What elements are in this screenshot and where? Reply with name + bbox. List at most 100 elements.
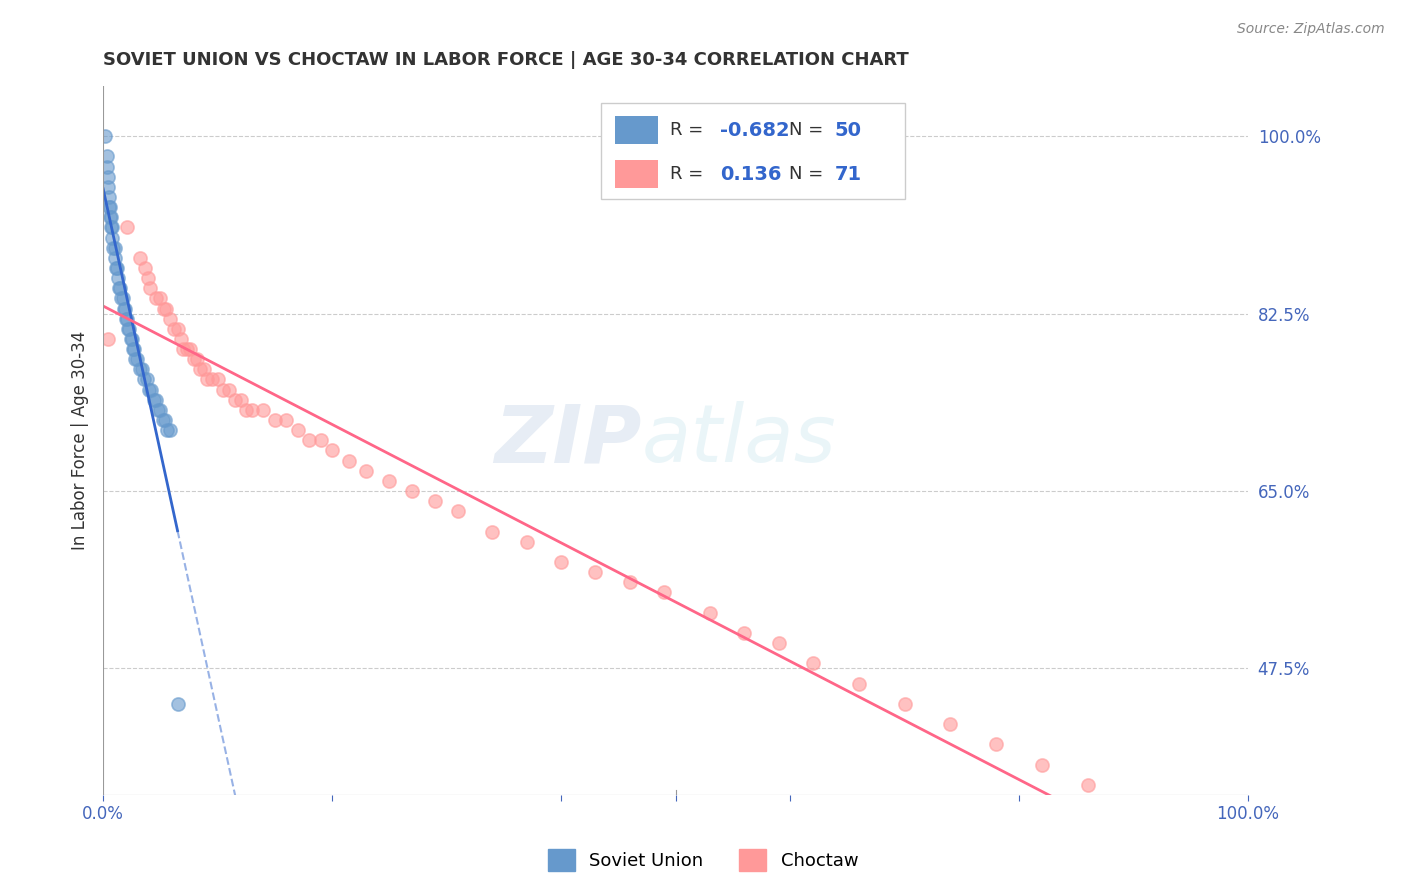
Point (142, 392, 165, 407)
Point (97, 169, 120, 184)
Point (111, 292, 134, 306)
Point (101, 220, 124, 235)
Point (287, 423, 309, 437)
Point (321, 443, 343, 458)
Point (1223, 880, 1246, 892)
Point (94, 129, 117, 144)
Point (149, 403, 172, 417)
Point (195, 372, 218, 386)
Point (699, 606, 721, 620)
Point (139, 281, 162, 295)
Point (121, 332, 143, 346)
Point (984, 738, 1007, 752)
Point (186, 352, 208, 367)
FancyBboxPatch shape (614, 160, 658, 188)
Point (1219, 869, 1241, 883)
Point (146, 403, 169, 417)
Point (110, 281, 132, 295)
Point (128, 362, 150, 376)
Point (550, 555, 572, 569)
Point (768, 636, 790, 650)
Point (153, 413, 176, 427)
Point (124, 352, 146, 367)
Point (135, 372, 157, 386)
Point (103, 241, 125, 255)
Point (166, 322, 188, 336)
FancyBboxPatch shape (602, 103, 904, 199)
Point (115, 311, 138, 326)
Point (481, 524, 503, 539)
Point (105, 260, 128, 275)
Point (159, 311, 181, 326)
Point (516, 534, 538, 549)
Point (240, 403, 263, 417)
Point (1225, 889, 1247, 892)
Point (108, 281, 131, 295)
Text: atlas: atlas (641, 401, 837, 479)
Point (136, 271, 159, 285)
Text: R =: R = (669, 121, 709, 139)
Point (155, 301, 177, 316)
Point (583, 565, 606, 579)
Text: 71: 71 (835, 165, 862, 184)
Point (153, 301, 176, 316)
Point (447, 504, 470, 518)
Point (120, 332, 142, 346)
Point (401, 483, 423, 498)
Point (212, 383, 235, 397)
Point (1031, 757, 1053, 772)
Point (149, 292, 172, 306)
Point (848, 676, 870, 690)
Point (190, 362, 212, 376)
Point (337, 453, 360, 467)
Point (138, 383, 160, 397)
Text: -0.682: -0.682 (720, 120, 790, 140)
Point (201, 372, 224, 386)
Point (309, 434, 332, 448)
Point (131, 362, 153, 376)
Point (170, 332, 193, 346)
Point (156, 423, 179, 437)
Point (104, 260, 127, 275)
Point (207, 372, 229, 386)
Point (356, 464, 378, 478)
Text: Source: ZipAtlas.com: Source: ZipAtlas.com (1237, 22, 1385, 37)
Point (98, 211, 121, 225)
Point (97, 190, 120, 204)
Point (118, 322, 141, 336)
Point (801, 657, 824, 671)
Point (96, 160, 118, 174)
Point (1168, 818, 1191, 832)
Point (103, 241, 125, 255)
Point (141, 383, 163, 397)
Point (193, 362, 215, 376)
Y-axis label: In Labor Force | Age 30-34: In Labor Force | Age 30-34 (72, 331, 89, 549)
Point (172, 342, 194, 356)
Point (163, 322, 186, 336)
Point (145, 392, 167, 407)
Point (733, 626, 755, 640)
Text: ZIP: ZIP (494, 401, 641, 479)
Point (110, 292, 132, 306)
Point (298, 434, 321, 448)
Text: SOVIET UNION VS CHOCTAW IN LABOR FORCE | AGE 30-34 CORRELATION CHART: SOVIET UNION VS CHOCTAW IN LABOR FORCE |… (103, 51, 908, 69)
Point (112, 301, 135, 316)
Text: 0.136: 0.136 (720, 165, 782, 184)
Point (127, 352, 149, 367)
FancyBboxPatch shape (614, 116, 658, 145)
Text: N =: N = (789, 121, 830, 139)
Point (98, 200, 121, 214)
Point (939, 717, 962, 731)
Point (1122, 798, 1144, 813)
Point (166, 697, 188, 711)
Point (100, 211, 122, 225)
Point (423, 494, 446, 508)
Point (115, 220, 138, 235)
Point (1213, 859, 1236, 873)
Point (97, 200, 120, 214)
Point (176, 342, 198, 356)
Point (100, 220, 122, 235)
Point (619, 575, 641, 590)
Point (134, 260, 156, 275)
Point (103, 251, 125, 265)
